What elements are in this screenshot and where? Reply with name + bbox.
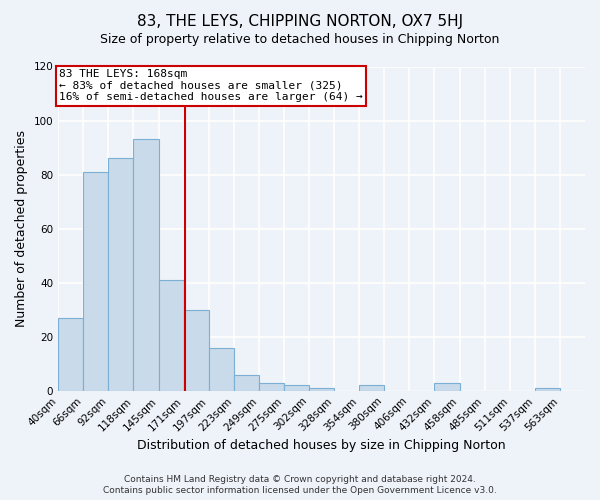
Bar [535, 388, 560, 391]
X-axis label: Distribution of detached houses by size in Chipping Norton: Distribution of detached houses by size … [137, 440, 506, 452]
Bar [184, 310, 209, 391]
Bar [359, 386, 385, 391]
Bar [133, 140, 158, 391]
Text: Contains HM Land Registry data © Crown copyright and database right 2024.: Contains HM Land Registry data © Crown c… [124, 475, 476, 484]
Text: Contains public sector information licensed under the Open Government Licence v3: Contains public sector information licen… [103, 486, 497, 495]
Bar [309, 388, 334, 391]
Text: 83 THE LEYS: 168sqm
← 83% of detached houses are smaller (325)
16% of semi-detac: 83 THE LEYS: 168sqm ← 83% of detached ho… [59, 69, 363, 102]
Bar [109, 158, 133, 391]
Bar [259, 382, 284, 391]
Bar [83, 172, 109, 391]
Bar [234, 374, 259, 391]
Y-axis label: Number of detached properties: Number of detached properties [15, 130, 28, 327]
Bar [58, 318, 83, 391]
Text: 83, THE LEYS, CHIPPING NORTON, OX7 5HJ: 83, THE LEYS, CHIPPING NORTON, OX7 5HJ [137, 14, 463, 29]
Text: Size of property relative to detached houses in Chipping Norton: Size of property relative to detached ho… [100, 32, 500, 46]
Bar [284, 386, 309, 391]
Bar [434, 382, 460, 391]
Bar [158, 280, 184, 391]
Bar [209, 348, 234, 391]
